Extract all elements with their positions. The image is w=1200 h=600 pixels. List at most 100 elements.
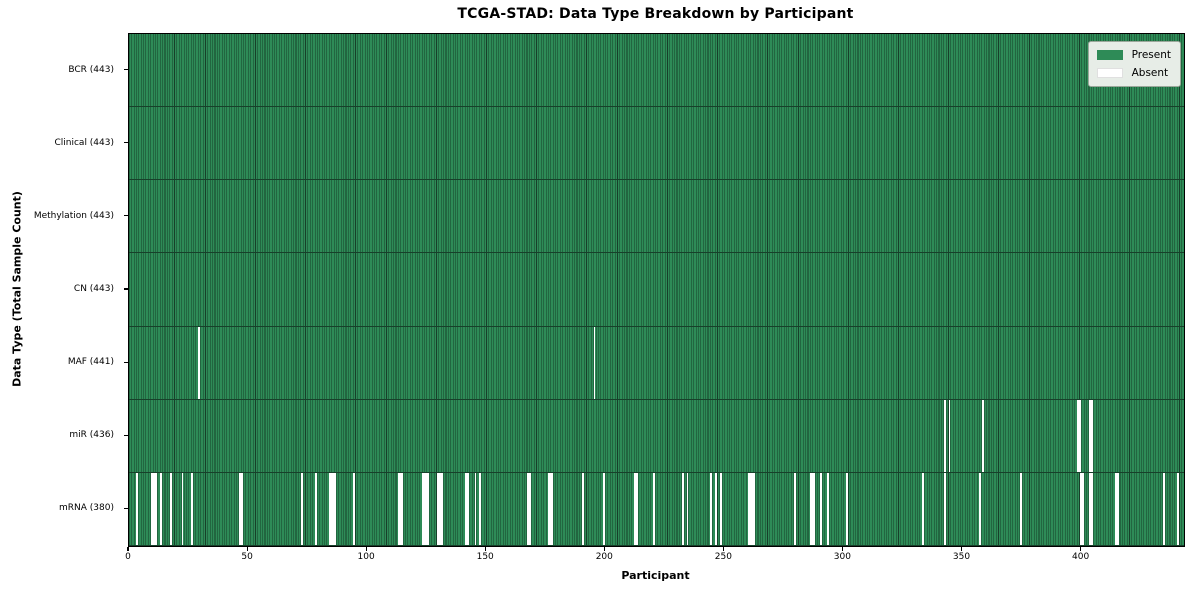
absent-stripe (181, 472, 184, 545)
absent-stripe (1177, 472, 1179, 545)
y-tick (124, 69, 128, 71)
absent-stripe (136, 472, 139, 545)
absent-stripe (715, 472, 717, 545)
absent-stripe (548, 472, 553, 545)
y-tick-label-mRNA: mRNA (380) (59, 503, 114, 514)
present-swatch-icon (1096, 50, 1123, 60)
y-tick-label-CN: CN (443) (73, 284, 114, 294)
y-tick-label-MAF: MAF (441) (67, 357, 114, 368)
absent-stripe (719, 472, 722, 545)
absent-stripe (300, 472, 303, 545)
absent-stripe (1019, 472, 1022, 545)
absent-stripe (479, 472, 482, 545)
x-tick-label-300: 300 (833, 552, 851, 562)
y-tick (124, 361, 128, 363)
absent-stripe (315, 472, 317, 545)
absent-stripe (1079, 472, 1084, 545)
absent-stripe (1162, 472, 1165, 545)
absent-stripe (191, 472, 193, 545)
x-tick-label-150: 150 (476, 552, 494, 562)
x-tick-label-0: 0 (125, 552, 131, 562)
absent-stripe (436, 472, 444, 545)
absent-stripe (198, 326, 201, 399)
absent-stripe (819, 472, 822, 545)
y-tick-label-BCR: BCR (443) (68, 64, 114, 75)
x-tick-label-200: 200 (595, 552, 613, 562)
heatmap-row-BCR (129, 34, 1184, 108)
absent-stripe (465, 472, 470, 545)
x-tick (1080, 546, 1082, 551)
absent-swatch-icon (1096, 68, 1123, 78)
x-tick-label-400: 400 (1072, 552, 1090, 562)
absent-stripe (943, 399, 946, 472)
x-tick (484, 546, 486, 551)
x-tick (127, 546, 129, 551)
legend: Present Absent (1087, 41, 1181, 87)
x-tick-label-250: 250 (714, 552, 732, 562)
heatmap-row-mRNA (129, 472, 1184, 546)
absent-stripe (922, 472, 925, 545)
absent-stripe (1089, 472, 1094, 545)
absent-stripe (748, 472, 756, 545)
absent-stripe (398, 472, 403, 545)
absent-stripe (981, 399, 984, 472)
absent-stripe (810, 472, 815, 545)
absent-stripe (943, 472, 946, 545)
absent-stripe (686, 472, 689, 545)
y-tick (124, 142, 128, 144)
y-tick (124, 288, 128, 290)
x-tick (722, 546, 724, 551)
absent-stripe (653, 472, 655, 545)
absent-stripe (634, 472, 639, 545)
absent-stripe (710, 472, 713, 545)
chart-title: TCGA-STAD: Data Type Breakdown by Partic… (457, 6, 854, 22)
absent-stripe (948, 399, 951, 472)
x-tick-label-100: 100 (357, 552, 375, 562)
absent-stripe (1115, 472, 1120, 545)
y-tick (124, 507, 128, 509)
heatmap-row-MAF (129, 326, 1184, 400)
absent-stripe (169, 472, 172, 545)
legend-item-absent: Absent (1096, 67, 1171, 79)
absent-stripe (527, 472, 532, 545)
heatmap-row-miR (129, 399, 1184, 473)
legend-present-label: Present (1131, 49, 1171, 61)
legend-item-present: Present (1096, 49, 1171, 61)
absent-stripe (422, 472, 429, 545)
absent-stripe (593, 326, 596, 399)
heatmap-row-Methylation (129, 180, 1184, 254)
legend-absent-label: Absent (1131, 67, 1169, 79)
heatmap-row-Clinical (129, 107, 1184, 181)
absent-stripe (581, 472, 584, 545)
y-tick (124, 215, 128, 217)
absent-stripe (329, 472, 336, 545)
y-tick (124, 434, 128, 436)
absent-stripe (827, 472, 829, 545)
x-tick (365, 546, 367, 551)
absent-stripe (160, 472, 163, 545)
heatmap-row-CN (129, 253, 1184, 327)
x-tick (603, 546, 605, 551)
plot-area: Present Absent (128, 33, 1185, 547)
x-axis-label: Participant (621, 569, 690, 582)
x-tick (960, 546, 963, 551)
absent-stripe (238, 472, 243, 545)
absent-stripe (793, 472, 796, 545)
absent-stripe (603, 472, 605, 545)
absent-stripe (353, 472, 355, 545)
y-tick-label-miR: miR (436) (69, 430, 114, 441)
x-tick (841, 546, 843, 551)
y-tick-label-Clinical: Clinical (443) (54, 137, 114, 148)
absent-stripe (979, 472, 982, 545)
y-tick-label-Methylation: Methylation (443) (33, 210, 114, 221)
absent-stripe (1089, 399, 1094, 472)
absent-stripe (846, 472, 848, 545)
x-tick-label-350: 350 (952, 552, 971, 562)
absent-stripe (150, 472, 158, 545)
x-tick (246, 546, 248, 551)
absent-stripe (1077, 399, 1082, 472)
absent-stripe (474, 472, 477, 545)
x-tick-label-50: 50 (241, 552, 253, 562)
absent-stripe (681, 472, 684, 545)
